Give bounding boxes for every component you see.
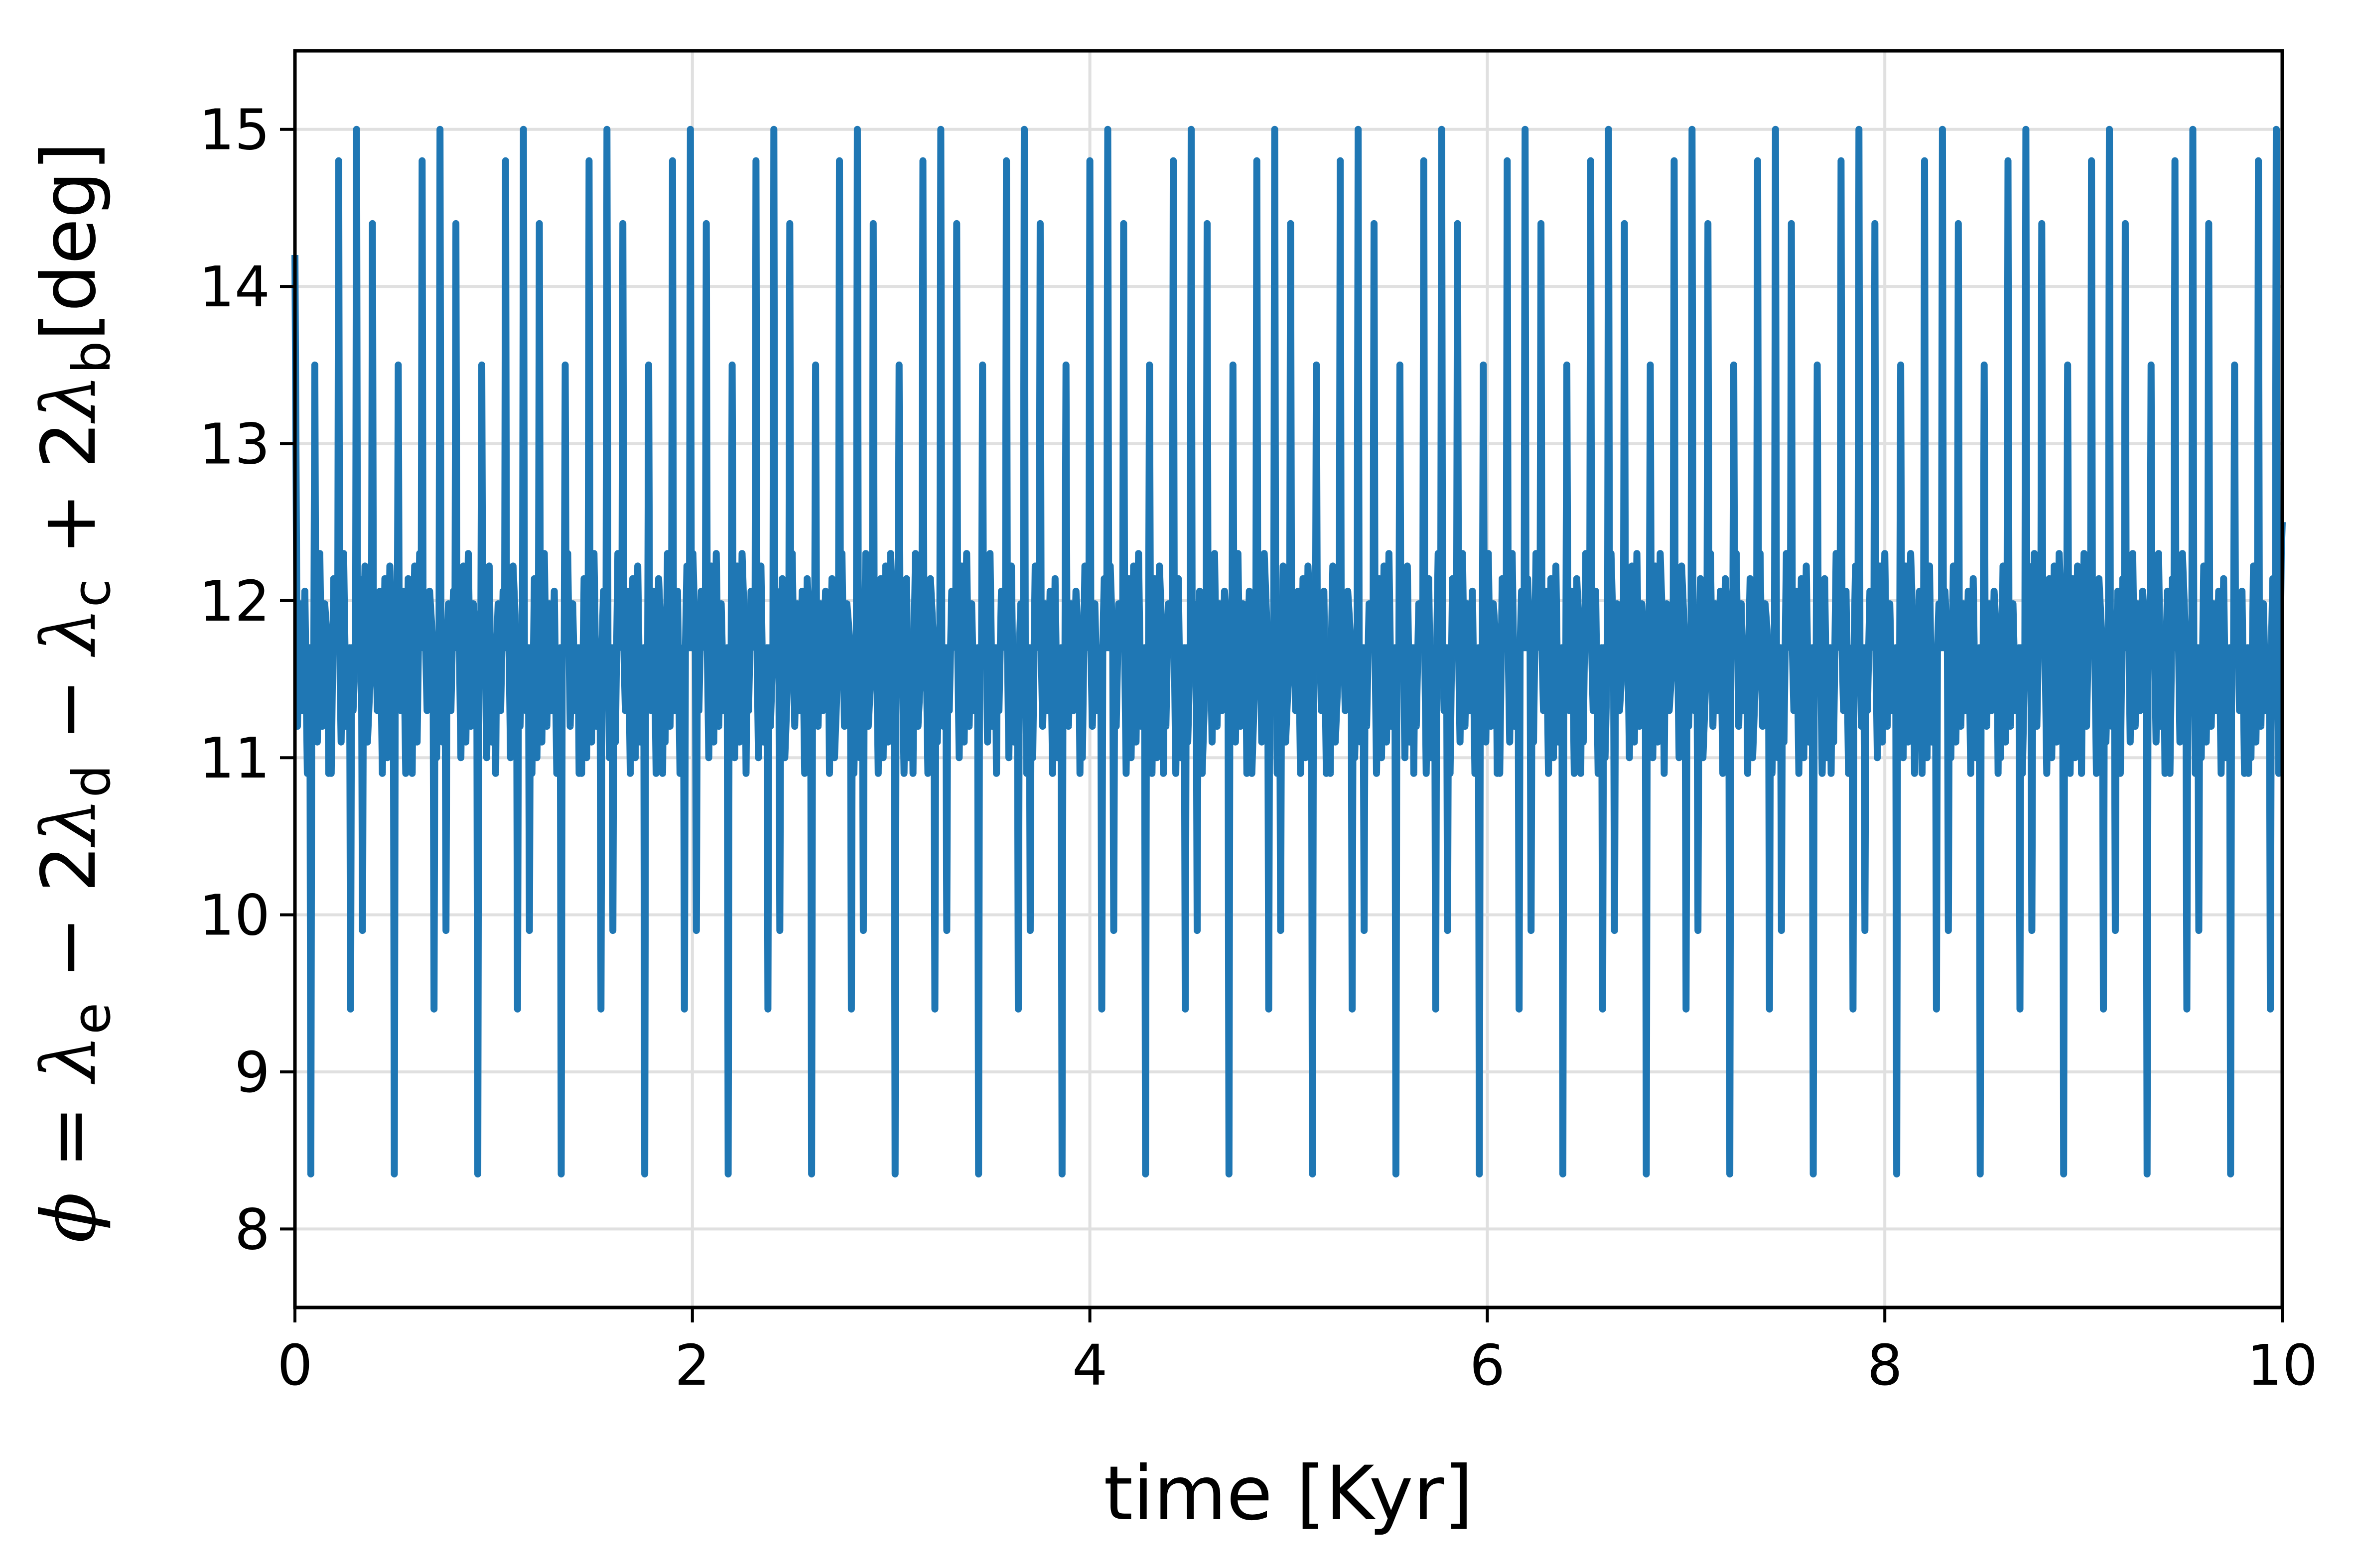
y-tick-label-13: 13	[199, 412, 270, 477]
y-tick-label-15: 15	[199, 98, 270, 163]
y-axis-label: ϕ = λe − 2λd − λc + 2λb[deg]	[26, 142, 122, 1243]
y-tick-label-9: 9	[235, 1041, 270, 1105]
x-tick-label-6: 6	[1470, 1333, 1505, 1398]
y-label-minus-2: −	[26, 654, 113, 765]
y-label-sub-e: e	[61, 1003, 122, 1035]
y-tick-label-10: 10	[199, 884, 270, 948]
y-label-phi: ϕ	[26, 1192, 113, 1243]
plot-frame	[293, 49, 2284, 1309]
series-line-phi	[291, 126, 2286, 1177]
x-tick-label-4: 4	[1072, 1333, 1107, 1398]
y-tick-label-12: 12	[199, 569, 270, 634]
y-tick-label-14: 14	[199, 255, 270, 320]
y-label-lambda-c: λ	[26, 607, 113, 657]
y-tick-label-11: 11	[199, 726, 270, 791]
y-axis: 8 9 10 11 12 13 14 15	[199, 98, 295, 1262]
y-label-lambda-e: λ	[26, 1035, 113, 1084]
y-label-two-2: 2	[26, 421, 113, 469]
y-label-lambda-d: λ	[26, 797, 113, 847]
x-tick-label-8: 8	[1867, 1333, 1903, 1398]
series-layer	[291, 126, 2286, 1177]
y-label-minus-1: −	[26, 893, 113, 1003]
y-label-equals: =	[26, 1082, 113, 1192]
x-axis: 0 2 4 6 8 10	[277, 1307, 2318, 1398]
y-label-unit: [deg]	[26, 142, 113, 341]
y-label-sub-b: b	[61, 341, 122, 374]
y-label-sub-d: d	[61, 765, 122, 797]
x-tick-label-10: 10	[2247, 1333, 2318, 1398]
x-tick-label-2: 2	[675, 1333, 710, 1398]
x-axis-label: time [Kyr]	[1104, 1450, 1473, 1537]
y-label-sub-c: c	[61, 579, 122, 607]
y-tick-label-8: 8	[235, 1197, 270, 1262]
x-tick-label-0: 0	[277, 1333, 312, 1398]
y-label-two-1: 2	[26, 845, 113, 892]
y-label-lambda-b: λ	[26, 374, 113, 423]
y-label-plus: +	[26, 469, 113, 579]
